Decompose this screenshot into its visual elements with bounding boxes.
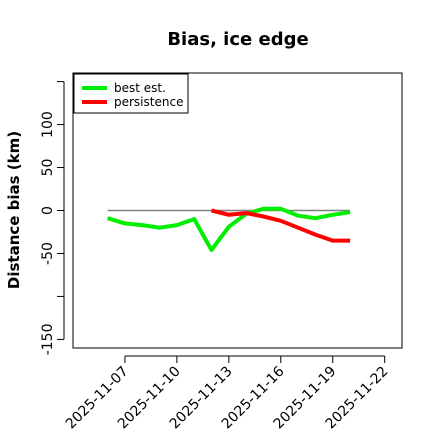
- y-axis-label: Distance bias (km): [5, 131, 23, 289]
- y-tick-label: -50: [40, 242, 56, 265]
- chart-title: Bias, ice edge: [167, 29, 308, 50]
- legend-label: best est.: [114, 81, 166, 95]
- legend: best est.persistence: [73, 73, 189, 114]
- series-line-persistence: [211, 208, 351, 243]
- y-tick-label: 50: [40, 159, 56, 177]
- legend-label: persistence: [114, 95, 183, 109]
- y-tick-label: -150: [40, 324, 56, 356]
- y-axis: -150 -50 0 50 100: [40, 81, 65, 356]
- series-line-best-est: [107, 206, 351, 252]
- plot-frame: [72, 72, 403, 349]
- legend-box: [73, 73, 189, 114]
- x-axis: 2025-11-072025-11-102025-11-132025-11-16…: [63, 355, 392, 432]
- y-tick-label: 100: [40, 111, 56, 138]
- y-tick-label: 0: [40, 206, 56, 215]
- series-layer: [107, 206, 351, 252]
